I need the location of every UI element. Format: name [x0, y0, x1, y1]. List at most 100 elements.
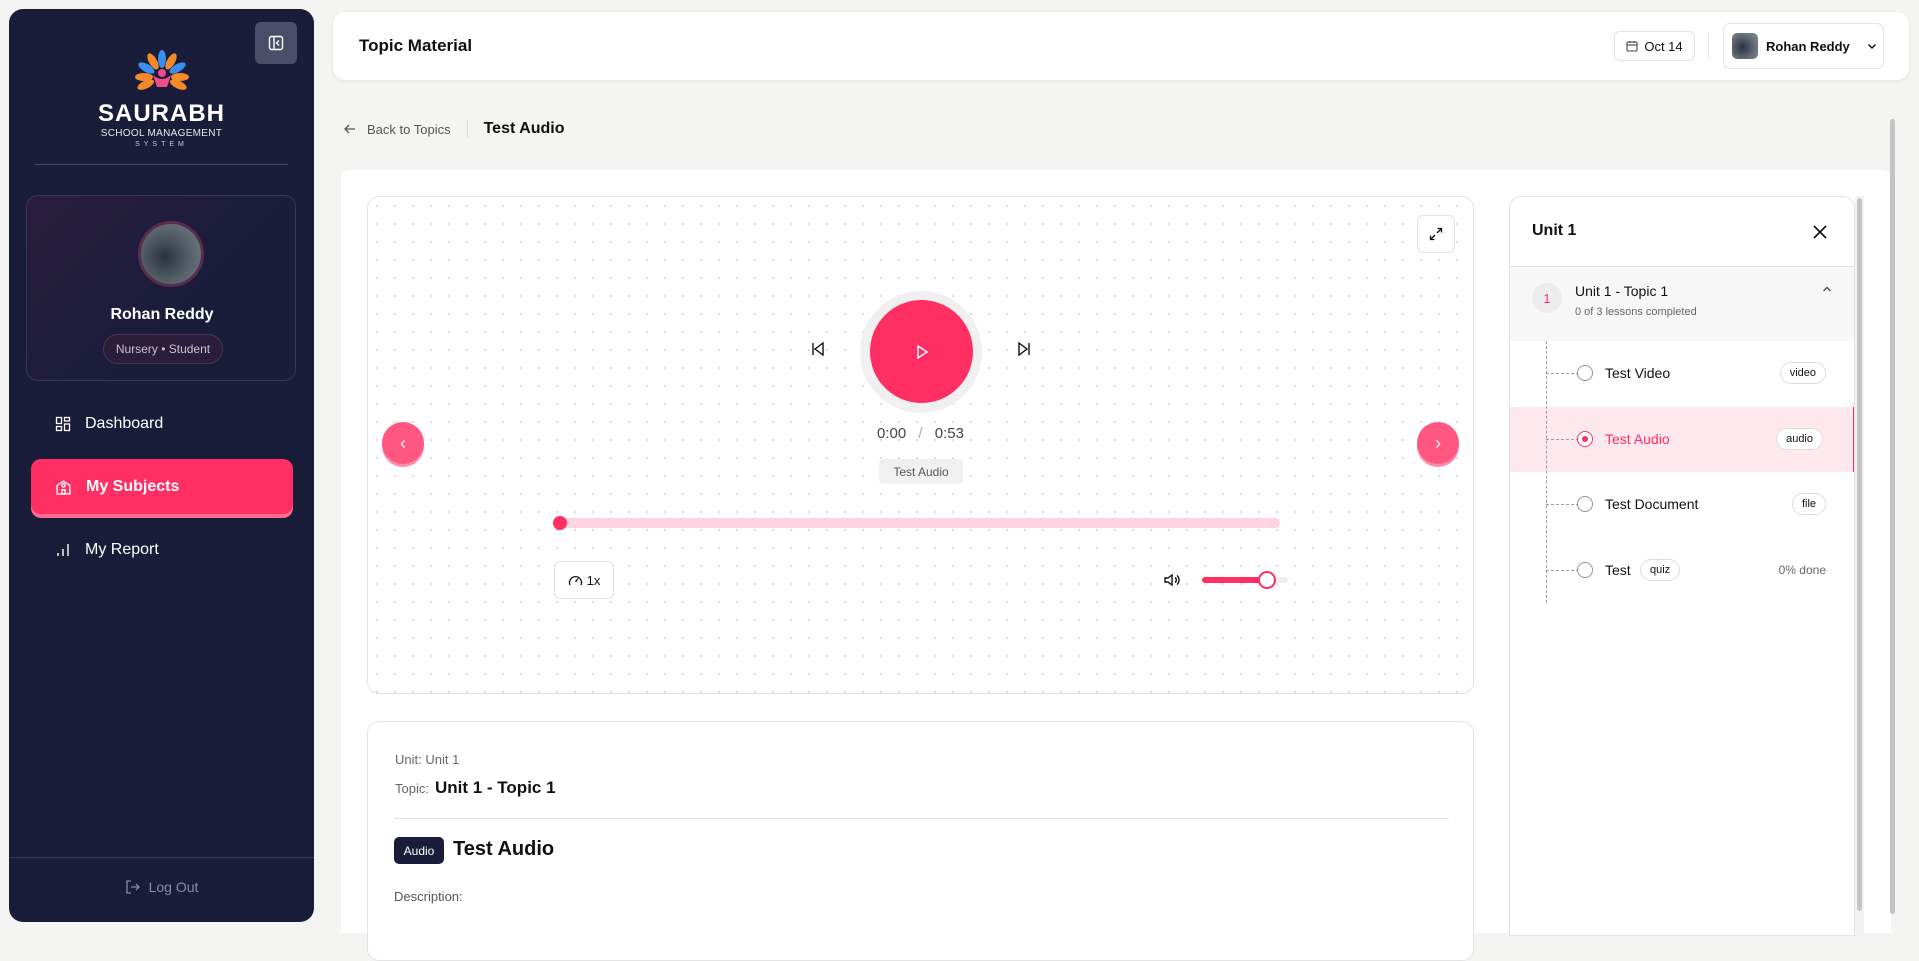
chevron-up-icon: [1823, 286, 1831, 292]
user-name: Rohan Reddy: [1766, 38, 1850, 54]
tree-connector: [1546, 373, 1579, 374]
lesson-type-tag: quiz: [1640, 559, 1681, 581]
logo: SAURABH SCHOOL MANAGEMENT SYSTEM: [9, 47, 314, 148]
skip-forward-icon: [1018, 341, 1030, 357]
divider: [1510, 266, 1854, 267]
topic-progress: 0 of 3 lessons completed: [1575, 306, 1697, 318]
sidebar-item-label: My Report: [85, 541, 159, 558]
chevron-right-icon: ›: [1435, 432, 1441, 453]
date-button[interactable]: Oct 14: [1614, 31, 1695, 61]
lesson-type-tag: file: [1791, 493, 1826, 515]
topic-accordion-header[interactable]: 1 Unit 1 - Topic 1 0 of 3 lessons comple…: [1510, 267, 1854, 341]
chevron-left-icon: ‹: [400, 432, 406, 453]
lesson-item[interactable]: Test Document file: [1510, 472, 1854, 537]
lesson-label: Test Audio: [1605, 431, 1670, 447]
lesson-item[interactable]: Test quiz 0% done: [1510, 538, 1854, 603]
sidebar-item-label: My Subjects: [86, 477, 180, 495]
lesson-info-card: Unit: Unit 1 Topic: Unit 1 - Topic 1 Audi…: [367, 721, 1474, 961]
topic-value: Unit 1 - Topic 1: [434, 778, 556, 797]
unit-row: Unit: Unit 1: [395, 752, 459, 767]
back-to-topics-link[interactable]: Back to Topics: [367, 121, 451, 137]
description-label: Description:: [394, 889, 463, 904]
audio-player: 0:00 / 0:53 Test Audio 1x: [367, 196, 1474, 694]
lesson-item[interactable]: Test Video video: [1510, 341, 1854, 406]
volume-thumb[interactable]: [1257, 571, 1276, 589]
lesson-label: Test Document: [1605, 496, 1699, 512]
profile-name: Rohan Reddy: [110, 306, 214, 323]
sidebar-item-my-subjects[interactable]: My Subjects: [31, 459, 293, 514]
lesson-type-tag: audio: [1776, 428, 1823, 450]
divider: [9, 857, 314, 858]
logout-icon: [125, 880, 140, 894]
sidebar-item-dashboard[interactable]: Dashboard: [31, 401, 293, 447]
lesson-item-active[interactable]: Test Audio audio: [1510, 407, 1854, 472]
gauge-icon: [568, 575, 582, 585]
lesson-status-icon: [1577, 365, 1593, 381]
volume-icon: [1164, 573, 1180, 587]
user-menu-button[interactable]: Rohan Reddy: [1723, 23, 1884, 69]
sidebar-item-label: Dashboard: [85, 415, 164, 432]
seek-thumb[interactable]: [553, 516, 567, 530]
logout-button[interactable]: Log Out: [9, 879, 314, 895]
avatar: [1732, 33, 1758, 59]
topic-label: Topic:: [395, 781, 429, 796]
date-label: Oct 14: [1644, 38, 1683, 54]
breadcrumb-current: Test Audio: [483, 120, 565, 137]
calendar-icon: [1626, 41, 1638, 52]
skip-back-icon: [812, 341, 824, 357]
close-panel-button[interactable]: [1805, 217, 1835, 247]
panel-scrollbar[interactable]: [1855, 196, 1864, 936]
next-track-button[interactable]: [1016, 341, 1032, 362]
tree-connector: [1546, 570, 1579, 571]
sidebar-item-my-report[interactable]: My Report: [31, 527, 293, 573]
playback-speed-button[interactable]: 1x: [554, 561, 614, 599]
fullscreen-button[interactable]: [1417, 215, 1455, 253]
mute-button[interactable]: [1163, 571, 1181, 594]
breadcrumb: Back to Topics Test Audio: [343, 120, 564, 138]
page-title: Topic Material: [359, 36, 473, 55]
seek-bar[interactable]: [557, 518, 1280, 528]
lesson-status-icon: [1577, 496, 1593, 512]
profile-card: Rohan Reddy Nursery • Student: [26, 195, 296, 381]
divider: [35, 164, 288, 165]
grid-icon: [55, 416, 71, 432]
collapse-sidebar-button[interactable]: [255, 22, 297, 64]
time-separator: /: [918, 425, 923, 442]
lesson-title: Test Audio: [453, 838, 555, 860]
role-badge: Nursery • Student: [103, 334, 223, 364]
logo-brand: SAURABH: [98, 100, 225, 127]
logo-subtitle-2: SYSTEM: [135, 141, 188, 148]
time-display: 0:00 / 0:53: [768, 425, 1073, 442]
previous-lesson-button[interactable]: ‹: [382, 422, 424, 464]
topic-row: Topic: Unit 1 - Topic 1: [395, 778, 556, 798]
tree-connector: [1546, 439, 1579, 440]
topic-title: Unit 1 - Topic 1: [1575, 283, 1669, 299]
scrollbar-thumb[interactable]: [1857, 198, 1862, 911]
lesson-progress: 0% done: [1778, 563, 1826, 577]
school-icon: [56, 480, 71, 495]
lesson-status-icon: [1577, 562, 1593, 578]
lesson-type-tag: video: [1779, 362, 1826, 384]
close-icon: [1813, 225, 1827, 239]
tree-line: [1546, 341, 1547, 603]
page-scrollbar[interactable]: [1890, 119, 1895, 914]
unit-value: Unit 1: [425, 752, 460, 767]
duration: 0:53: [934, 425, 964, 442]
play-button[interactable]: [870, 300, 973, 403]
next-lesson-button[interactable]: ›: [1417, 422, 1459, 464]
previous-track-button[interactable]: [810, 341, 826, 362]
unit-label: Unit:: [395, 752, 422, 767]
logo-subtitle: SCHOOL MANAGEMENT: [100, 128, 223, 139]
arrow-left-icon: [344, 124, 355, 134]
chevron-down-icon: [1867, 44, 1876, 49]
lesson-label: Test Video: [1605, 365, 1671, 381]
tree-connector: [1546, 504, 1579, 505]
avatar: [138, 221, 204, 287]
top-header: Topic Material Oct 14 Rohan Reddy: [333, 12, 1909, 80]
bar-chart-icon: [57, 544, 69, 556]
speed-label: 1x: [586, 572, 601, 588]
lesson-status-icon: [1577, 431, 1593, 447]
lesson-label: Test: [1605, 562, 1631, 578]
divider: [466, 120, 468, 138]
volume-fill: [1202, 577, 1267, 583]
